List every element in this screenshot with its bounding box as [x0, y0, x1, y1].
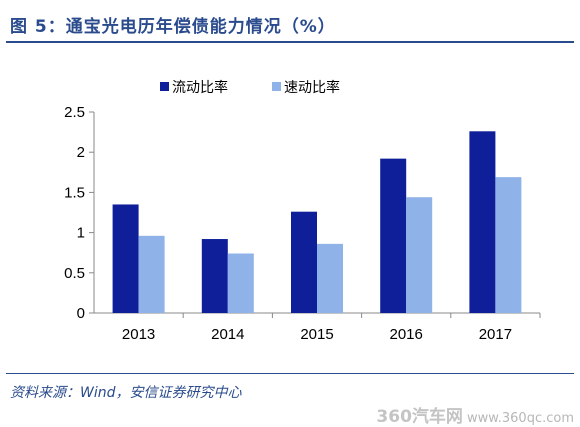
bar-2014-current-ratio [201, 239, 228, 313]
watermark-url: www.360qc.com [467, 411, 574, 426]
legend-swatch-quick-ratio [272, 82, 281, 91]
bar-2014-quick-ratio [227, 253, 254, 313]
source-note: 资料来源：Wind，安信证券研究中心 [10, 385, 242, 401]
watermark: 360汽车网 www.360qc.com [376, 402, 574, 427]
watermark-brand: 360汽车网 [376, 407, 463, 427]
bar-2013-quick-ratio [138, 235, 165, 313]
legend-label-current-ratio: 流动比率 [172, 79, 228, 96]
bar-2013-current-ratio [112, 204, 139, 313]
y-tick-label: 1.5 [64, 184, 85, 201]
y-tick-label: 0.5 [64, 265, 85, 282]
x-tick-label: 2016 [390, 326, 423, 343]
figure-header: 图 5：通宝光电历年偿债能力情况（%） [6, 6, 574, 40]
y-tick-label: 2 [77, 144, 85, 161]
figure-title: 图 5：通宝光电历年偿债能力情况（%） [10, 17, 336, 37]
x-tick-label: 2017 [479, 326, 512, 343]
bar-2015-current-ratio [291, 211, 317, 313]
bar-2017-current-ratio [469, 131, 496, 313]
x-tick-label: 2013 [122, 326, 155, 343]
bar-2017-quick-ratio [495, 177, 522, 313]
bar-2016-quick-ratio [406, 197, 433, 313]
y-tick-label: 1 [77, 225, 85, 242]
bar-2016-current-ratio [380, 158, 407, 313]
legend-label-quick-ratio: 速动比率 [284, 79, 340, 96]
source-divider [6, 373, 574, 374]
legend-swatch-current-ratio [160, 82, 169, 91]
title-divider [6, 41, 574, 43]
y-tick-label: 2.5 [64, 104, 85, 121]
x-tick-label: 2014 [211, 326, 244, 343]
bar-2015-quick-ratio [317, 243, 343, 313]
y-tick-label: 0 [77, 305, 85, 322]
x-tick-label: 2015 [300, 326, 333, 343]
